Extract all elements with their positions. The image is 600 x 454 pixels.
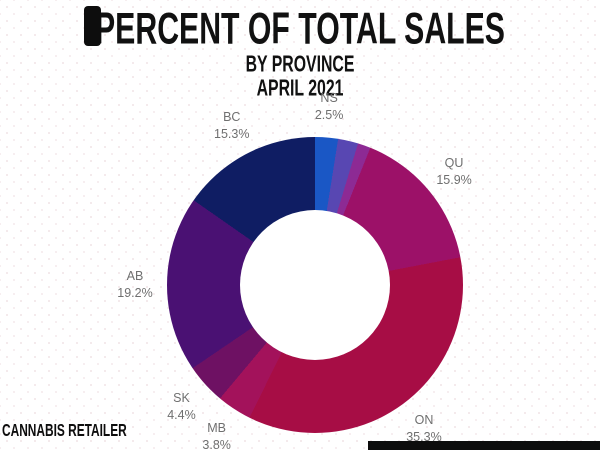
- segment-label-mb: MB 3.8%: [202, 420, 231, 452]
- page-subtitle: BY PROVINCE: [245, 50, 355, 77]
- date-label: APRIL 2021: [256, 74, 344, 101]
- page-title: PERCENT OF TOTAL SALES: [95, 3, 505, 54]
- segment-label-sk: SK 4.4%: [167, 390, 196, 422]
- brand-watermark: CANNABIS RETAILER: [2, 420, 127, 441]
- decorative-bottom-bar: [368, 441, 600, 450]
- segment-label-qu: QU 15.9%: [436, 155, 472, 187]
- segment-label-bc: BC 15.3%: [214, 110, 250, 142]
- decorative-corner-mark: [84, 6, 101, 46]
- donut-hole: [240, 210, 390, 360]
- segment-label-ab: AB 19.2%: [117, 268, 153, 300]
- chart-header: PERCENT OF TOTAL SALES BY PROVINCE APRIL…: [0, 3, 600, 101]
- segment-label-on: ON 35.3%: [406, 413, 442, 445]
- segment-label-ns: NS 2.5%: [314, 90, 344, 122]
